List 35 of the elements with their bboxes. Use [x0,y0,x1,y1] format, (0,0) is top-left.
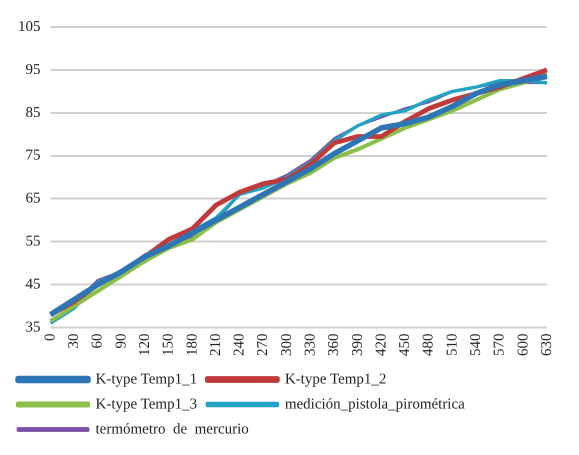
x-tick-label: 360 [326,334,342,356]
y-tick-label: 35 [26,319,40,336]
y-tick-label: 95 [26,62,40,78]
x-tick-label: 630 [538,334,555,356]
y-tick-label: 105 [18,18,40,35]
x-tick-label: 510 [444,334,460,356]
x-tick-label: 600 [515,334,532,356]
x-tick-label: 210 [208,334,224,356]
x-tick-label: 120 [137,334,154,356]
legend-label: K-type Temp1_1 [96,371,198,388]
legend-label: K-type Temp1_3 [96,396,198,412]
x-tick-label: 240 [232,334,248,356]
legend-label: K-type Temp1_2 [284,371,386,388]
x-tick-label: 540 [468,334,484,356]
x-tick-label: 420 [373,334,390,356]
y-tick-label: 65 [26,190,40,207]
y-tick-label: 85 [26,104,40,121]
legend-label: medición_pistola_pirométrica [284,396,466,412]
x-tick-label: 30 [66,334,82,348]
x-tick-label: 480 [420,334,437,356]
legend-label: termómetro de mercurio [96,421,249,438]
y-tick-label: 75 [26,148,40,164]
x-tick-label: 180 [184,334,200,356]
x-tick-label: 330 [302,334,319,356]
x-tick-label: 570 [492,334,508,356]
x-tick-label: 150 [160,334,177,356]
x-tick-label: 450 [397,334,414,356]
y-tick-label: 45 [26,276,40,293]
x-tick-label: 90 [113,334,130,348]
x-tick-label: 270 [255,334,272,356]
x-tick-label: 390 [350,334,366,356]
x-tick-label: 0 [42,334,58,341]
x-tick-label: 300 [278,334,295,356]
x-tick-label: 60 [90,334,106,348]
y-tick-label: 55 [26,234,40,250]
